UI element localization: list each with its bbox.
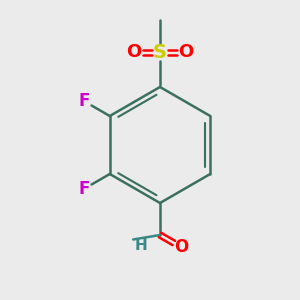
Text: F: F (78, 92, 89, 110)
Text: O: O (126, 43, 142, 61)
Text: H: H (135, 238, 147, 253)
Text: O: O (174, 238, 188, 256)
Text: O: O (178, 43, 194, 61)
Text: S: S (153, 43, 167, 61)
Text: F: F (78, 180, 89, 198)
